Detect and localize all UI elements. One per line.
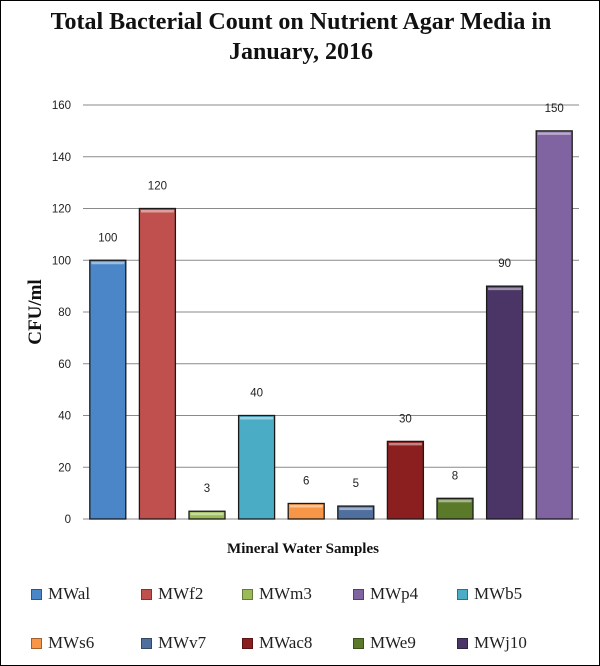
legend-label: MWm3 (259, 584, 312, 603)
bar-highlight-mwm3 (190, 512, 224, 516)
legend-label: MWf2 (158, 584, 204, 603)
y-axis-ticks: 0 20 40 60 80 100 120 140 160 (52, 100, 71, 526)
data-label-mwp4: 150 (545, 103, 564, 115)
bar-highlight-mwv7 (339, 507, 373, 511)
data-label-mwj10: 90 (498, 258, 511, 270)
bar-mwv7 (337, 505, 375, 520)
data-label-mwb5: 40 (250, 388, 263, 400)
legend-item-mwv7: MWv7 (141, 633, 206, 653)
bar-mwe9 (436, 497, 474, 520)
legend-swatch (242, 637, 253, 649)
legend-label: MWj10 (474, 633, 527, 652)
bar-mwal (89, 259, 127, 520)
bar-chart: 0 20 40 60 80 100 120 140 160 100 120 3 40 6 5 30 8 90 15… (25, 100, 579, 557)
legend-swatch (141, 588, 152, 600)
y-tick-label-40: 40 (58, 411, 71, 423)
y-tick-label-140: 140 (52, 152, 71, 164)
legend-swatch (353, 588, 364, 600)
data-label-mws6: 6 (303, 475, 309, 487)
bar-mwj10 (485, 285, 524, 520)
legend-item-mwm3: MWm3 (242, 584, 312, 604)
data-label-mwf2: 120 (148, 181, 167, 193)
y-tick-label-60: 60 (58, 359, 71, 371)
data-label-mwal: 100 (98, 232, 117, 244)
y-tick-label-20: 20 (58, 462, 71, 474)
legend-label: MWb5 (474, 584, 523, 603)
data-label-mwv7: 5 (353, 478, 359, 490)
bar-mwb5 (237, 414, 276, 520)
data-label-mwe9: 8 (452, 470, 458, 482)
legend-item-mwe9: MWe9 (353, 633, 416, 653)
data-labels: 100 120 3 40 6 5 30 8 90 150 (98, 103, 564, 495)
y-tick-label-160: 160 (52, 100, 71, 112)
legend-swatch (31, 637, 42, 649)
bar-highlight-mws6 (289, 504, 323, 508)
bar-highlight-mwb5 (240, 417, 274, 420)
y-tick-label-100: 100 (52, 255, 71, 267)
bar-highlight-mwal (91, 261, 125, 265)
y-tick-label-80: 80 (58, 307, 71, 319)
bar-mwf2 (138, 207, 177, 520)
bar-highlight-mwp4 (537, 132, 571, 135)
legend-label: MWe9 (370, 633, 416, 652)
bars (89, 130, 573, 520)
legend-label: MWs6 (48, 633, 95, 652)
bar-mwac8 (386, 440, 425, 520)
legend-swatch (457, 588, 468, 600)
legend-label: MWv7 (158, 633, 207, 652)
legend-item-mwal: MWal (31, 584, 90, 604)
legend-swatch (242, 588, 253, 600)
bar-highlight-mwe9 (438, 499, 472, 503)
bar-highlight-mwj10 (488, 287, 522, 291)
legend-swatch (457, 637, 468, 649)
bar-mwm3 (188, 510, 226, 520)
legend-swatch (141, 637, 152, 649)
legend-item-mws6: MWs6 (31, 633, 94, 653)
legend-label: MWal (48, 584, 91, 603)
bar-mws6 (287, 502, 325, 520)
bar-mwp4 (535, 130, 573, 520)
legend-item-mwp4: MWp4 (353, 584, 418, 604)
legend-item-mwj10: MWj10 (457, 633, 527, 653)
chart-title: Total Bacterial Count on Nutrient Agar M… (50, 9, 552, 65)
bar-highlight-mwac8 (388, 442, 422, 446)
legend-item-mwac8: MWac8 (242, 633, 312, 653)
y-axis-title: CFU/ml (25, 279, 46, 344)
legend-swatch (353, 637, 364, 649)
legend-swatch (31, 588, 42, 600)
legend-item-mwb5: MWb5 (457, 584, 522, 604)
bar-highlight-mwf2 (140, 210, 174, 213)
x-axis-title: Mineral Water Samples (227, 541, 379, 557)
data-label-mwac8: 30 (399, 413, 412, 425)
data-label-mwm3: 3 (204, 483, 210, 495)
legend-label: MWac8 (259, 633, 313, 652)
legend-label: MWp4 (370, 584, 419, 603)
y-tick-label-0: 0 (65, 514, 71, 526)
y-tick-label-120: 120 (52, 204, 71, 216)
legend-item-mwf2: MWf2 (141, 584, 203, 604)
